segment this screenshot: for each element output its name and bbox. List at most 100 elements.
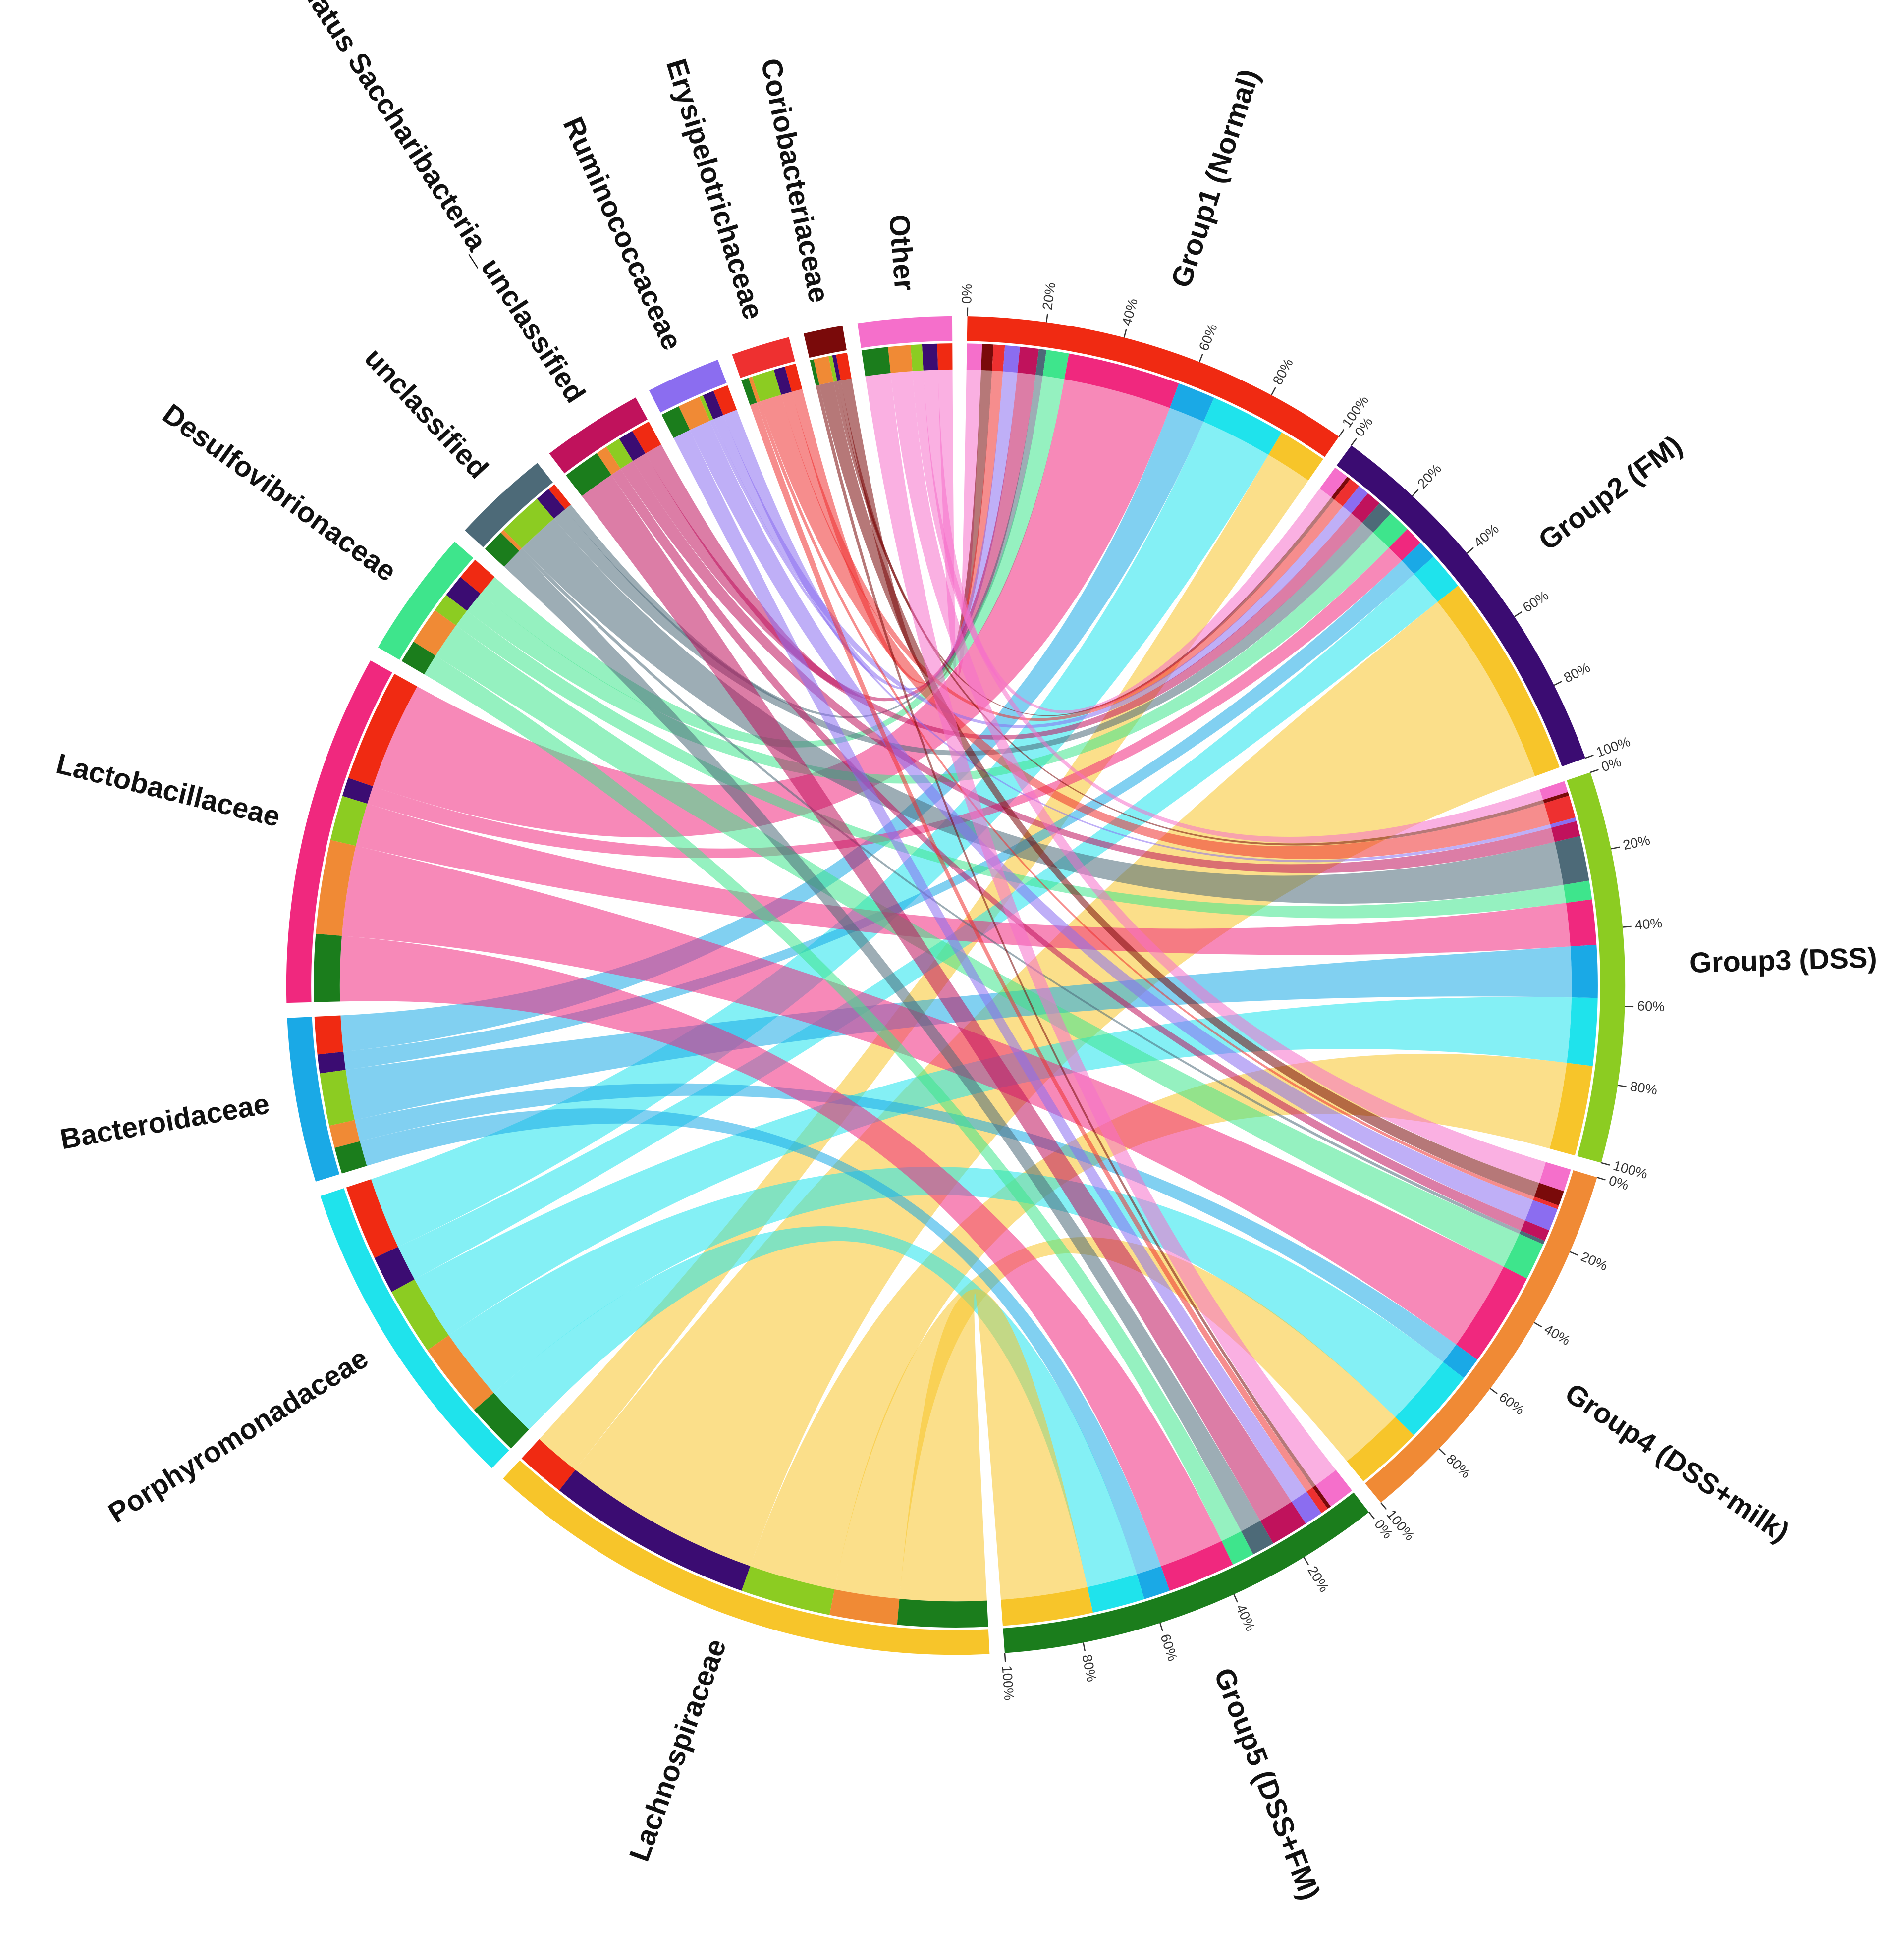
tick-label: 20%	[1039, 281, 1058, 311]
group-segment	[1373, 513, 1408, 548]
family-segment	[661, 406, 690, 438]
group-segment	[1414, 556, 1459, 602]
tick-mark	[1597, 1177, 1606, 1181]
group-arc	[1336, 445, 1585, 767]
group-label: Group2 (FM)	[1533, 430, 1688, 557]
family-segment	[566, 453, 611, 496]
group-segment	[1161, 1541, 1233, 1591]
ribbon	[467, 532, 1389, 784]
family-segment	[810, 359, 819, 386]
group-segment	[1525, 1200, 1558, 1231]
tick-label: 40%	[1541, 1321, 1573, 1349]
tick-label: 40%	[1634, 915, 1663, 933]
group-segment	[1521, 1220, 1549, 1241]
ribbon	[890, 371, 1546, 1183]
ribbon	[371, 421, 1269, 1247]
group-label: Group4 (DSS+milk)	[1559, 1377, 1795, 1549]
family-segment	[314, 933, 342, 1002]
group-segment	[1544, 795, 1576, 824]
tick-mark	[1533, 1322, 1542, 1328]
family-arc	[503, 1460, 990, 1655]
tick-mark	[1467, 547, 1474, 554]
group-segment	[1312, 1485, 1331, 1509]
group-segment	[1306, 1487, 1328, 1514]
family-segment	[374, 1247, 415, 1292]
ribbon	[367, 547, 1402, 859]
tick-mark	[1045, 313, 1048, 323]
tick-label: 40%	[1233, 1602, 1258, 1633]
tick-mark	[1271, 387, 1276, 396]
group-segment	[1566, 899, 1597, 947]
ribbon	[345, 946, 1572, 1120]
family-segment	[752, 370, 781, 402]
family-segment	[632, 421, 661, 454]
family-segment	[334, 1141, 367, 1174]
group-segment	[1456, 1266, 1527, 1360]
family-segment	[748, 377, 761, 403]
tick-label: 40%	[1471, 521, 1502, 550]
family-segment	[741, 1566, 835, 1615]
family-segment	[832, 354, 841, 381]
ribbon	[435, 625, 1520, 1267]
family-segment	[342, 778, 373, 804]
group-segment	[1064, 353, 1179, 408]
tick-mark	[1622, 925, 1632, 928]
ribbon	[723, 371, 1018, 690]
group-segment	[1017, 346, 1039, 375]
family-segment	[597, 446, 621, 475]
tick-mark	[1570, 1251, 1578, 1256]
family-segment	[910, 344, 924, 371]
family-segment	[317, 1051, 346, 1074]
tick-mark	[1380, 1502, 1387, 1510]
group-segment	[1221, 1531, 1253, 1565]
tick-label: 80%	[1561, 659, 1592, 685]
family-arc	[287, 1017, 340, 1182]
family-segment	[548, 484, 571, 509]
tick-mark	[1601, 1162, 1610, 1166]
family-segment	[828, 355, 837, 382]
family-segment	[346, 1179, 398, 1258]
family-segment	[699, 395, 713, 421]
group-segment	[1402, 543, 1434, 574]
family-segment	[937, 343, 953, 370]
family-segment	[474, 1393, 529, 1449]
group-label: Group3 (DSS)	[1689, 942, 1877, 979]
ribbon	[398, 574, 1438, 1280]
tick-mark	[1412, 489, 1419, 496]
group-segment	[1268, 432, 1323, 481]
tick-label: 20%	[1305, 1563, 1332, 1594]
group-segment	[1035, 349, 1047, 376]
ribbon	[899, 1289, 1088, 1602]
group-segment	[1519, 1230, 1545, 1245]
family-segment	[703, 391, 723, 420]
family-label: Desulfovibrionaceae	[157, 398, 402, 588]
tick-mark	[1490, 1388, 1498, 1395]
tick-label: 60%	[1496, 1389, 1527, 1417]
ribbon	[341, 846, 1504, 1345]
tick-mark	[1198, 353, 1203, 363]
ribbon	[554, 509, 1373, 756]
group-segment	[1550, 817, 1577, 828]
family-arc	[465, 463, 553, 547]
tick-label: 20%	[1622, 832, 1651, 853]
group-arc	[1365, 1170, 1597, 1503]
ribbon	[834, 1237, 1396, 1599]
group-segment	[1362, 503, 1391, 533]
tick-mark	[1625, 1006, 1634, 1008]
group-segment	[1203, 397, 1282, 455]
tick-label: 100%	[999, 1665, 1017, 1701]
group-segment	[1137, 1566, 1170, 1599]
family-segment	[401, 642, 436, 675]
group-segment	[1331, 477, 1351, 500]
group-arc	[967, 316, 1339, 457]
family-segment	[773, 366, 792, 395]
family-segment	[314, 1015, 344, 1055]
group-arc	[1567, 772, 1626, 1163]
tick-mark	[1303, 1557, 1309, 1565]
group-segment	[1570, 944, 1598, 998]
group-segment	[1539, 781, 1568, 800]
ribbon	[373, 379, 1170, 838]
family-arc	[732, 337, 795, 378]
